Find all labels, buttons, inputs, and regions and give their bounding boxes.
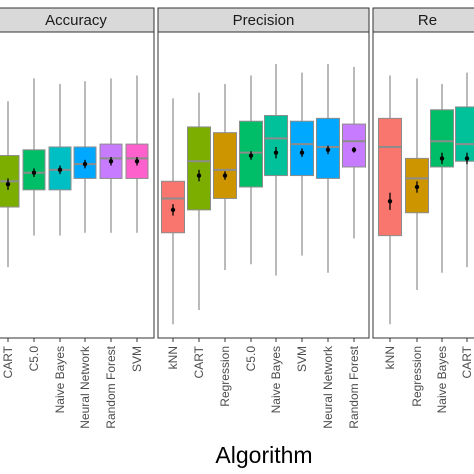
panel-title: Re	[418, 12, 437, 29]
mean-point	[464, 156, 470, 161]
mean-point	[387, 199, 393, 204]
x-tick-label: Naive Bayes	[269, 346, 283, 413]
box-body	[430, 109, 454, 168]
x-axis-title: Algorithm	[215, 442, 312, 468]
x-tick-label: Naive Bayes	[53, 346, 67, 413]
panel-strip	[372, 7, 474, 33]
x-tick-label: Regression	[410, 346, 424, 407]
mean-point	[439, 156, 445, 161]
mean-point	[82, 161, 88, 167]
x-tick-label: SVM	[130, 346, 144, 372]
box-c5-0	[22, 78, 46, 236]
box-body	[378, 117, 402, 237]
mean-point	[414, 184, 420, 190]
box-neural-network	[316, 64, 340, 273]
x-tick-label: C5.0	[27, 346, 41, 372]
panel-1: Accuracy CART C5.0 Naive Bayes Neural Networ…	[0, 7, 155, 429]
box-body	[213, 132, 237, 199]
box-svm	[290, 72, 314, 256]
x-tick-label: C5.0	[244, 346, 258, 372]
mean-point	[134, 159, 140, 164]
panel-title: Accuracy	[45, 12, 107, 29]
x-tick-label: CART	[192, 345, 206, 378]
x-tick-label: Neural Network	[321, 345, 335, 429]
x-tick-label: kNN	[383, 346, 397, 369]
box-regression	[213, 84, 237, 270]
box-svm	[125, 75, 149, 233]
x-tick-label: SVM	[295, 346, 309, 372]
panel-strip	[0, 7, 155, 33]
x-tick-label: Regression	[218, 346, 232, 407]
boxes	[161, 64, 366, 325]
box-body	[455, 106, 474, 162]
box-knn	[161, 98, 185, 325]
panel-3: Re kNN Regression Naive Bayes CART	[372, 7, 474, 413]
box-random-forest	[342, 66, 366, 239]
box-cart	[455, 72, 474, 268]
box-naive-bayes	[48, 84, 72, 236]
mean-point	[222, 173, 228, 178]
box-c5-0	[239, 75, 263, 265]
boxes	[0, 75, 149, 268]
box-naive-bayes	[264, 64, 288, 276]
x-tick-label: Random Forest	[104, 345, 118, 428]
panel-2: Precision kNN CART Regression C5.0 Naive Baye…	[157, 7, 370, 429]
mean-point	[108, 159, 114, 164]
box-neural-network	[73, 81, 97, 233]
mean-point	[351, 147, 357, 153]
box-naive-bayes	[430, 84, 454, 273]
x-tick-label: CART	[1, 345, 15, 378]
box-body	[187, 126, 211, 211]
x-tick-label: CART	[460, 345, 474, 378]
panel-title: Precision	[233, 12, 295, 29]
boxes	[378, 72, 474, 325]
mean-point	[299, 150, 305, 155]
x-tick-label: kNN	[166, 346, 180, 369]
box-regression	[405, 78, 429, 290]
mean-point	[273, 150, 279, 155]
box-random-forest	[99, 78, 123, 233]
mean-point	[57, 167, 63, 173]
x-tick-label: Naive Bayes	[435, 346, 449, 413]
panels-layer: Accuracy CART C5.0 Naive Bayes Neural Networ…	[0, 7, 474, 429]
box-body	[264, 115, 288, 177]
mean-point	[5, 181, 11, 187]
mean-point	[31, 170, 37, 175]
mean-point	[248, 153, 254, 158]
mean-point	[325, 147, 331, 153]
mean-point	[170, 207, 176, 213]
panel-strip	[157, 7, 370, 33]
x-tick-label: Neural Network	[78, 345, 92, 429]
x-tick-label: Random Forest	[347, 345, 361, 428]
box-knn	[378, 75, 402, 325]
box-cart	[0, 101, 20, 268]
box-cart	[187, 92, 211, 310]
box-body	[342, 123, 366, 168]
mean-point	[196, 173, 202, 178]
